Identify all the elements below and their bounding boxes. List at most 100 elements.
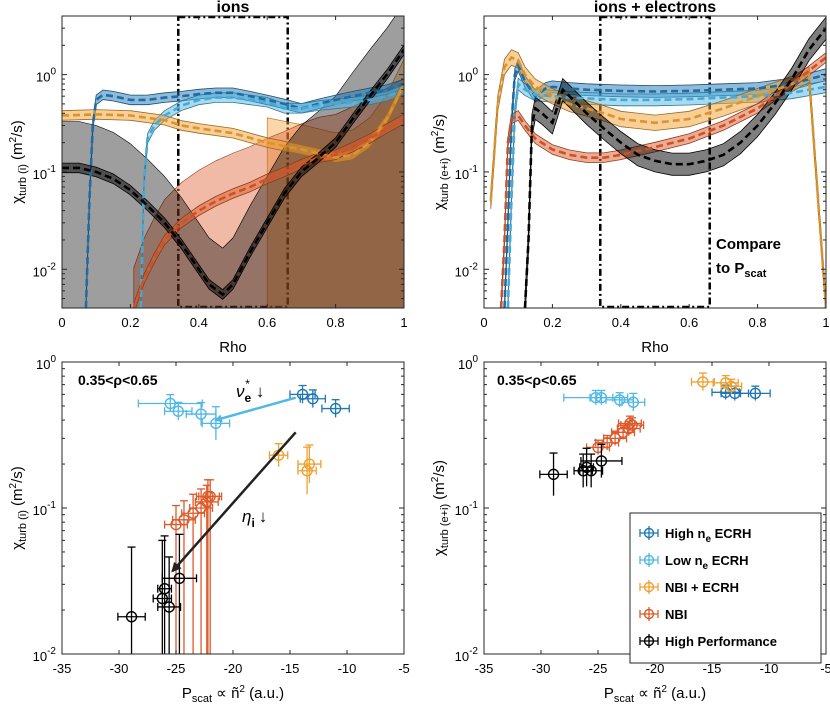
data-point — [268, 442, 289, 467]
y-axis-label: χturb (e+i) (m2/s) — [430, 460, 451, 556]
data-point — [171, 500, 197, 654]
series-line — [506, 81, 826, 308]
plot-area — [117, 384, 350, 654]
nu-star-annotation: νe* ↓ — [236, 377, 264, 405]
series-line — [62, 49, 404, 297]
series-line — [139, 88, 404, 308]
y-tick-label: 10-1 — [33, 500, 57, 518]
data-point — [297, 446, 317, 495]
legend-item: NBI + ECRH — [639, 580, 739, 595]
x-tick-label: 1 — [400, 315, 407, 330]
data-marker — [585, 465, 597, 477]
legend-item: Low ne ECRH — [639, 553, 749, 572]
data-point — [321, 399, 350, 418]
series-line — [84, 82, 404, 308]
legend-label: High ne ECRH — [665, 526, 751, 545]
x-tick-label: 0.2 — [543, 315, 561, 330]
x-tick-label: -30 — [532, 661, 551, 676]
panel-title: ions + electrons — [594, 0, 716, 16]
y-tick-label: 10-2 — [33, 646, 57, 664]
legend-label: High Performance — [665, 634, 777, 649]
data-point — [621, 392, 646, 412]
data-marker — [172, 405, 184, 417]
confidence-band — [500, 52, 826, 308]
data-marker — [195, 502, 207, 514]
x-tick-label: -30 — [110, 661, 129, 676]
data-marker — [163, 601, 175, 613]
y-tick-label: 10-1 — [455, 500, 479, 518]
legend-marker — [643, 635, 655, 647]
rho-window-box — [177, 16, 289, 308]
series-line — [503, 61, 826, 308]
y-axis-label: χturb (i) (m2/s) — [8, 120, 29, 204]
data-marker — [307, 393, 319, 405]
data-marker — [729, 387, 741, 400]
data-marker — [595, 455, 608, 467]
legend-marker — [643, 608, 655, 620]
data-marker — [609, 432, 621, 445]
data-point — [157, 556, 182, 654]
x-tick-label: -35 — [475, 661, 494, 676]
data-point — [712, 374, 739, 391]
x-tick-label: -25 — [167, 661, 186, 676]
data-point — [603, 430, 628, 446]
x-tick-label: 0 — [58, 315, 65, 330]
data-point — [194, 484, 219, 654]
x-tick-label: -15 — [281, 661, 300, 676]
x-tick-label: 0.8 — [749, 315, 767, 330]
x-axis-label: Pscat ∝ ñ2 (a.u.) — [182, 684, 284, 705]
series-line — [499, 56, 826, 308]
panel-title: ions — [217, 0, 250, 16]
data-marker — [617, 426, 629, 438]
data-point — [297, 444, 322, 484]
axes-frame — [61, 15, 405, 309]
panel-scatter-ions-electrons: -35 -30 -25 -20 -15 -10 -5 10-2 10-1 100 0.35<ρ<0… — [430, 354, 830, 705]
x-tick-label: -25 — [589, 661, 608, 676]
y-tick-label: 10-2 — [33, 261, 57, 279]
x-tick-label: 0.8 — [327, 315, 345, 330]
y-axis-label: χturb (i) (m2/s) — [8, 466, 29, 550]
x-tick-label: 0.6 — [680, 315, 698, 330]
confidence-band — [62, 79, 404, 163]
x-tick-label: -20 — [646, 661, 665, 676]
data-marker — [164, 397, 177, 410]
x-axis-label: Rho — [219, 339, 247, 356]
legend-item: High Performance — [639, 634, 777, 649]
data-marker — [195, 408, 207, 420]
x-tick-label: -10 — [760, 661, 779, 676]
legend-label: NBI — [665, 607, 687, 622]
axes-frame — [483, 15, 827, 309]
data-point — [539, 452, 568, 496]
series-line — [62, 83, 404, 160]
axis-ticks: -35 -30 -25 -20 -15 -10 -5 10-2 10-1 100 — [455, 354, 830, 676]
panel-scatter-ions: -35 -30 -25 -20 -15 -10 -5 10-2 10-1 100 0.35<ρ<0… — [8, 354, 410, 705]
y-tick-label: 100 — [36, 354, 56, 372]
legend-marker — [643, 527, 655, 539]
eta-annotation: ηi ↓ — [242, 507, 267, 530]
confidence-band — [133, 113, 404, 308]
x-tick-label: -5 — [820, 661, 830, 676]
axis-ticks: -35 -30 -25 -20 -15 -10 -5 10-2 10-1 100 — [33, 354, 410, 676]
legend-label: NBI + ECRH — [665, 580, 739, 595]
plot-area — [539, 372, 771, 496]
series-line — [132, 117, 404, 308]
legend-marker — [643, 581, 655, 593]
data-marker — [627, 396, 640, 408]
data-point — [579, 453, 604, 488]
data-point — [201, 406, 231, 440]
y-tick-label: 10-1 — [33, 164, 57, 182]
confidence-band — [524, 16, 826, 308]
eta-arrow — [171, 431, 297, 573]
data-marker — [749, 387, 762, 400]
data-marker — [125, 611, 138, 623]
data-point — [690, 372, 715, 391]
data-marker — [202, 490, 214, 503]
rho-range-label: 0.35<ρ<0.65 — [78, 372, 158, 388]
legend-box — [629, 512, 822, 664]
uncertainty-envelope — [62, 16, 404, 308]
compare-annotation-line2: to Pscat — [716, 260, 767, 280]
x-tick-label: 0.6 — [258, 315, 276, 330]
x-tick-label: 0.4 — [190, 315, 208, 330]
data-marker — [725, 380, 738, 393]
